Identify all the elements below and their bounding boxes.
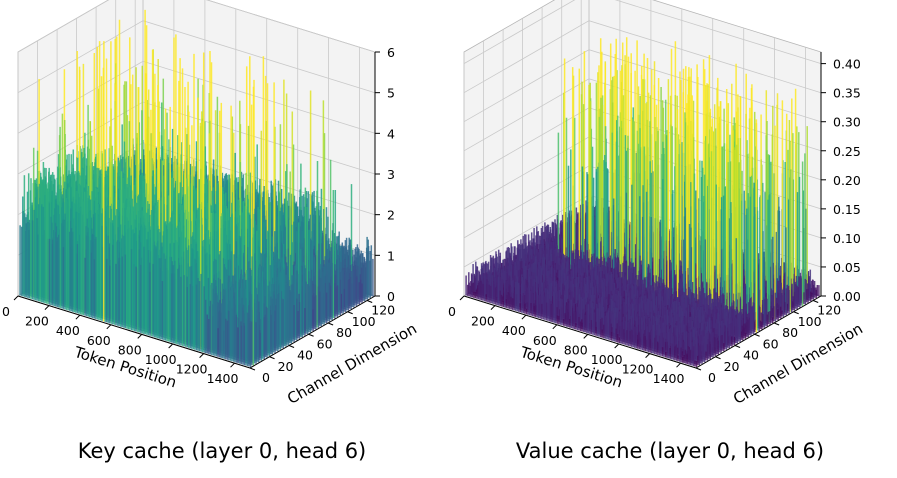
grid-z — [17, 20, 376, 94]
surface — [19, 9, 374, 367]
grid-z — [17, 0, 376, 53]
grid-z — [17, 60, 376, 134]
